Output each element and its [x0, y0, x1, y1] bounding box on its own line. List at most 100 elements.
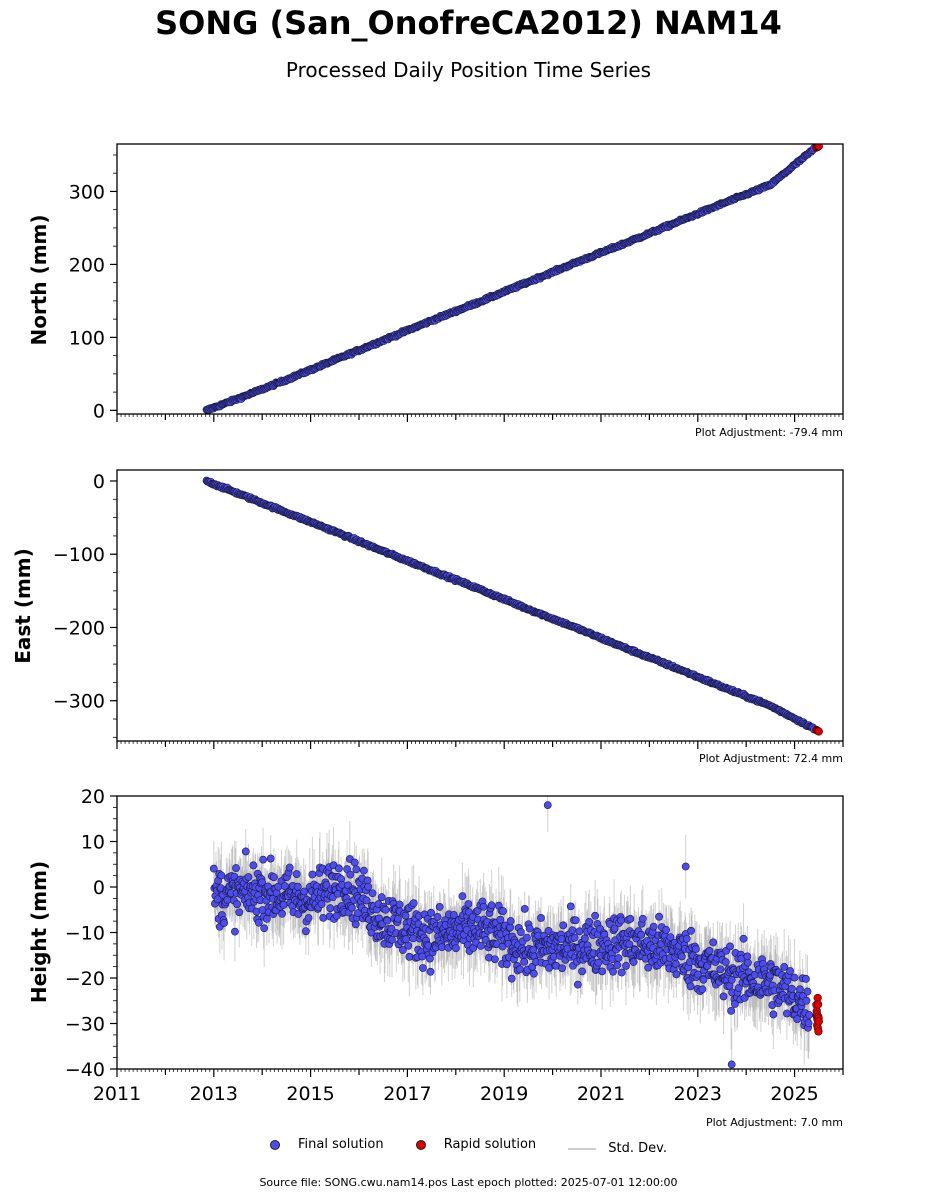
legend-item-std: Std. Dev. [568, 1141, 667, 1156]
final-point [350, 858, 359, 867]
final-point [232, 864, 240, 872]
final-point [716, 965, 725, 974]
x-tick-label: 2021 [577, 1083, 625, 1105]
rapid-point [814, 1017, 823, 1026]
final-point [491, 955, 499, 964]
final-point [401, 911, 410, 920]
final-point [506, 917, 515, 925]
final-point [427, 908, 435, 917]
final-point [558, 964, 567, 973]
final-point [686, 982, 695, 991]
final-point [727, 1060, 736, 1069]
rapid-point [814, 727, 823, 736]
final-point [308, 870, 317, 879]
final-point [515, 965, 524, 974]
final-point [537, 914, 545, 922]
rapid-point [814, 1027, 823, 1036]
final-point [598, 967, 607, 976]
final-point [435, 903, 444, 911]
final-point [352, 865, 361, 874]
axes-frame [116, 469, 844, 742]
axes-frame [116, 143, 844, 415]
final-point [783, 1009, 791, 1018]
legend-final-label: Final solution [297, 1137, 384, 1152]
final-point [672, 970, 681, 979]
final-point [734, 984, 743, 992]
final-point [244, 873, 253, 881]
final-point [571, 916, 580, 925]
final-point [262, 914, 271, 923]
std-dev-line-icon [568, 1147, 597, 1150]
final-point [609, 967, 617, 976]
final-point [525, 924, 534, 933]
final-point [409, 934, 418, 943]
x-tick-label: 2017 [383, 1083, 431, 1105]
final-point [727, 975, 736, 984]
y-tick-label: 10 [81, 832, 105, 854]
final-point [575, 927, 584, 936]
final-point [292, 870, 301, 878]
final-point [662, 925, 671, 934]
y-tick-label: −200 [53, 617, 105, 639]
rapid-point [813, 1000, 823, 1009]
final-point [231, 927, 239, 936]
panel-2: 0 −100 −200 −300 East (mm) Plot Adjustment: 7… [11, 469, 844, 765]
y-tick-label: −100 [53, 544, 105, 566]
final-point [381, 905, 390, 914]
final-point [317, 900, 326, 909]
final-point [322, 881, 331, 889]
final-point [499, 907, 507, 915]
final-point [377, 893, 386, 902]
final-point [671, 959, 680, 968]
final-point [437, 943, 446, 952]
final-point [388, 935, 396, 944]
final-point [364, 882, 373, 891]
final-point [666, 933, 675, 942]
final-point [522, 933, 531, 942]
panel-3: −40 −30 −20 −10 0 10 20 2011 2013 2015 2017 2019 202… [27, 786, 844, 1129]
final-point [304, 914, 313, 922]
final-marker-icon [269, 1139, 280, 1150]
final-point [359, 866, 368, 875]
final-point [293, 882, 302, 891]
legend-std-label: Std. Dev. [608, 1141, 667, 1156]
plot-adjustment-label: Plot Adjustment: -79.4 mm [695, 426, 843, 439]
final-point [726, 942, 734, 951]
final-point [280, 882, 289, 890]
final-point [585, 917, 594, 926]
final-point [351, 920, 360, 929]
final-point [353, 909, 362, 918]
final-point [769, 1010, 778, 1019]
final-point [520, 904, 529, 913]
y-axis-label: North (mm) [27, 214, 51, 345]
final-point [793, 1015, 802, 1023]
rapid-marker-icon [415, 1139, 426, 1150]
final-point [452, 944, 460, 953]
legend-rapid-label: Rapid solution [443, 1137, 537, 1152]
final-point [487, 901, 496, 910]
final-point [687, 926, 695, 935]
final-point [300, 887, 309, 896]
rapid-point [814, 144, 823, 151]
final-point [346, 870, 355, 879]
final-point [326, 904, 335, 913]
y-tick-label: −40 [65, 1059, 105, 1081]
final-point [279, 900, 288, 909]
final-point [568, 926, 577, 935]
final-point [319, 913, 328, 922]
plot-adjustment-label: Plot Adjustment: 7.0 mm [706, 1116, 843, 1129]
final-point [266, 854, 275, 863]
x-tick-label: 2019 [480, 1083, 528, 1105]
final-point [395, 900, 404, 909]
final-point [387, 924, 396, 933]
final-point [727, 1006, 736, 1015]
final-point [249, 861, 258, 870]
final-point [335, 864, 343, 873]
final-point [594, 958, 603, 967]
final-point [573, 980, 582, 989]
final-point [591, 911, 600, 920]
final-point [801, 974, 810, 983]
chart-title: SONG (San_OnofreCA2012) NAM14 [155, 4, 782, 42]
final-point [709, 938, 718, 947]
